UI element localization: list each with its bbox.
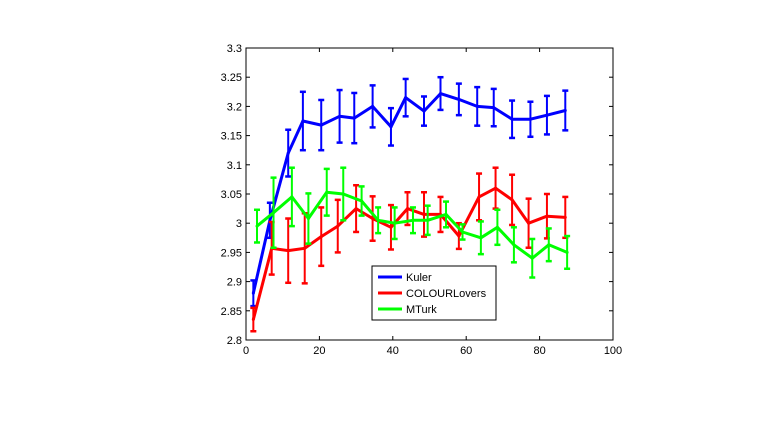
data-point <box>422 109 426 113</box>
x-tick-label: 0 <box>243 345 249 357</box>
data-point <box>336 224 340 228</box>
data-point <box>393 221 397 225</box>
data-point <box>492 106 496 110</box>
data-point <box>272 211 276 215</box>
y-tick-label: 3.2 <box>227 101 242 113</box>
data-point <box>475 104 479 108</box>
data-point <box>530 256 534 260</box>
data-point <box>528 117 532 121</box>
y-tick-label: 3.3 <box>227 43 242 55</box>
data-point <box>389 225 393 229</box>
series-colourlovers <box>250 166 569 333</box>
data-point <box>405 207 409 211</box>
data-point <box>325 190 329 194</box>
data-point <box>512 243 516 247</box>
data-point <box>426 218 430 222</box>
data-point <box>341 192 345 196</box>
data-point <box>545 113 549 117</box>
legend-label: COLOURLovers <box>406 288 487 300</box>
y-tick-label: 3.15 <box>221 131 242 143</box>
data-point <box>371 217 375 221</box>
y-tick-label: 2.85 <box>221 306 242 318</box>
data-point <box>404 96 408 100</box>
data-point <box>494 186 498 190</box>
data-point <box>444 212 448 216</box>
legend-label: Kuler <box>406 272 432 284</box>
x-tick-label: 100 <box>604 345 622 357</box>
data-point <box>306 217 310 221</box>
y-tick-label: 2.8 <box>227 335 242 347</box>
data-point <box>479 236 483 240</box>
data-point <box>510 198 514 202</box>
data-point <box>477 195 481 199</box>
x-tick-label: 80 <box>533 345 545 357</box>
data-point <box>338 114 342 118</box>
y-tick-label: 3.05 <box>221 189 242 201</box>
data-point <box>422 212 426 216</box>
data-point <box>545 214 549 218</box>
data-point <box>319 235 323 239</box>
data-point <box>286 249 290 253</box>
data-point <box>319 123 323 127</box>
data-point <box>461 230 465 234</box>
y-tick-label: 2.9 <box>227 277 242 289</box>
data-point <box>251 291 255 295</box>
x-tick-label: 20 <box>313 345 325 357</box>
x-tick-label: 60 <box>460 345 472 357</box>
data-point <box>457 97 461 101</box>
y-tick-label: 3 <box>236 218 242 230</box>
data-point <box>439 92 443 96</box>
data-point <box>354 207 358 211</box>
data-point <box>376 218 380 222</box>
legend: Kuler COLOURLovers MTurk <box>371 265 497 321</box>
y-tick-label: 3.1 <box>227 160 242 172</box>
data-point <box>563 108 567 112</box>
data-point <box>457 234 461 238</box>
data-point <box>352 116 356 120</box>
data-point <box>286 151 290 155</box>
data-point <box>563 215 567 219</box>
y-tick-label: 2.95 <box>221 247 242 259</box>
data-point <box>360 199 364 203</box>
y-tick-label: 3.25 <box>221 72 242 84</box>
series-kuler <box>250 75 569 308</box>
data-point <box>303 246 307 250</box>
data-point <box>255 224 259 228</box>
data-point <box>411 218 415 222</box>
data-point <box>565 250 569 254</box>
data-point <box>301 119 305 123</box>
series-mturk <box>254 166 571 279</box>
legend-label: MTurk <box>406 304 437 316</box>
data-point <box>510 117 514 121</box>
x-tick-label: 40 <box>387 345 399 357</box>
data-point <box>371 104 375 108</box>
data-point <box>251 318 255 322</box>
data-point <box>527 221 531 225</box>
data-point <box>495 225 499 229</box>
data-point <box>290 195 294 199</box>
data-point <box>547 243 551 247</box>
data-point <box>389 125 393 129</box>
